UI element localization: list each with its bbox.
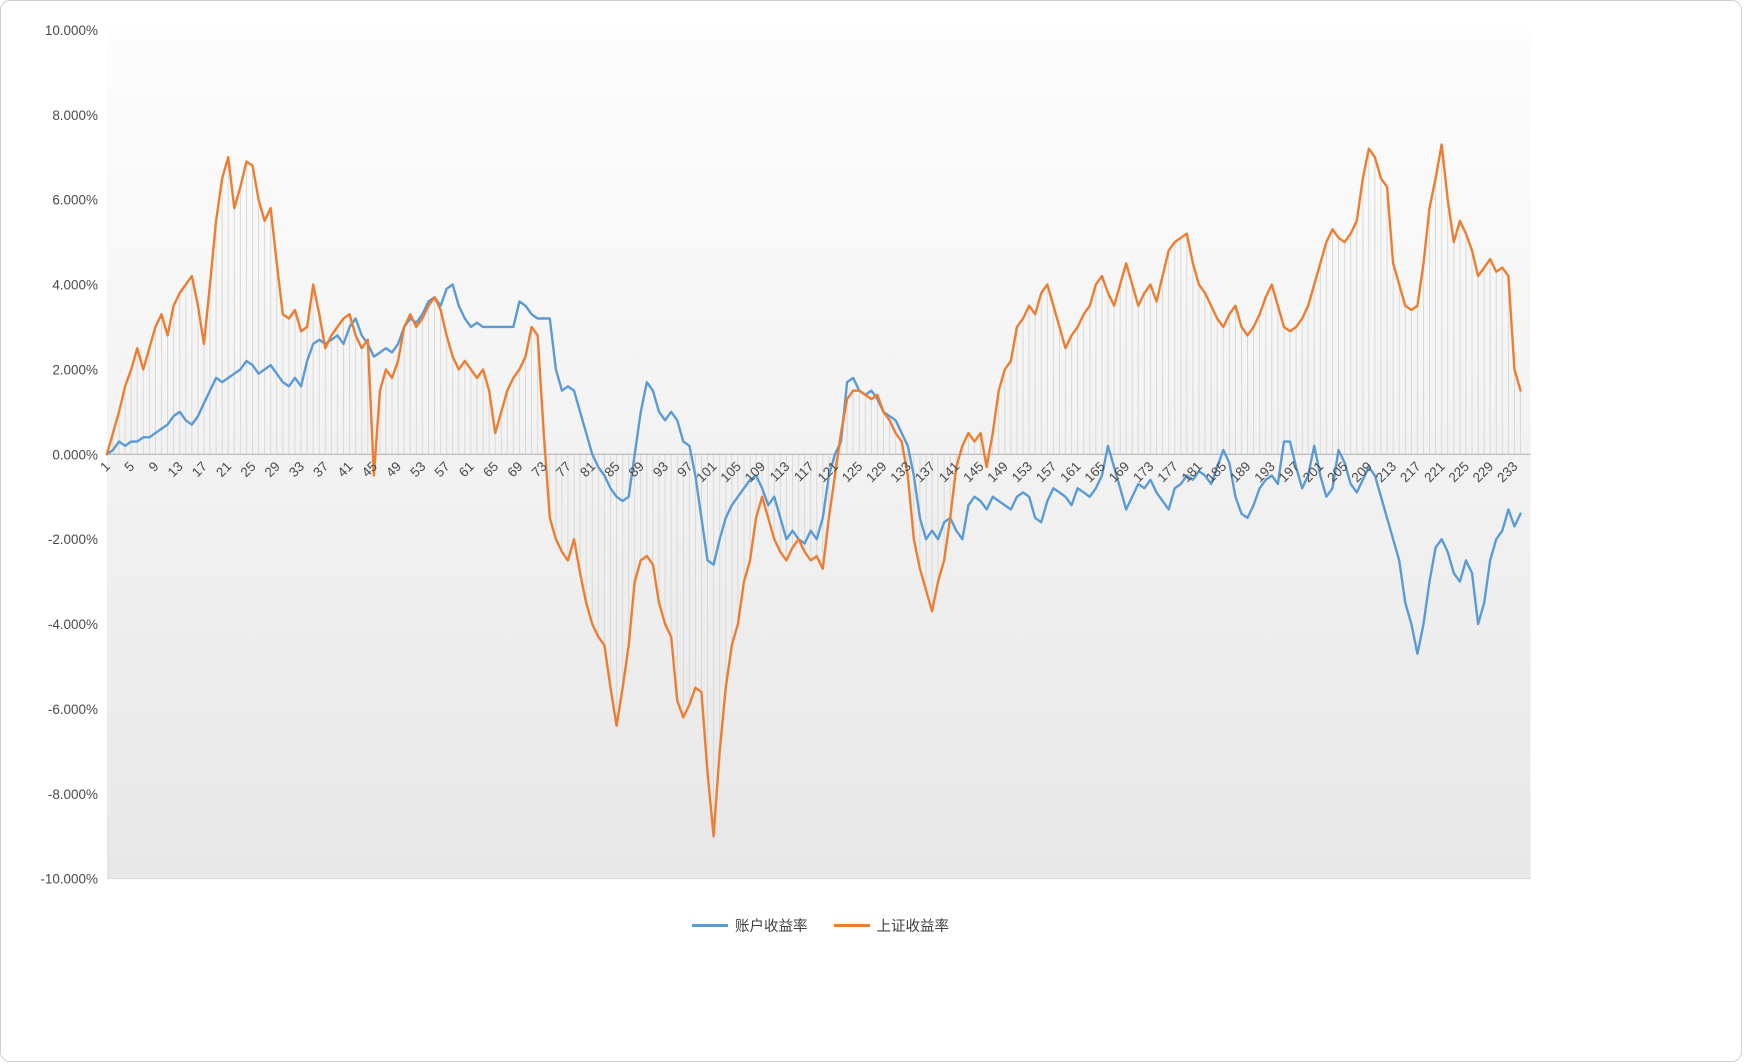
legend-line-sample-shanghai — [833, 924, 870, 927]
y-tick-label: -8.000% — [48, 787, 98, 802]
y-tick-label: 8.000% — [52, 108, 98, 123]
series-line-1[interactable] — [105, 143, 1522, 838]
y-tick-label: 4.000% — [52, 278, 98, 293]
y-tick-label: -6.000% — [48, 702, 98, 717]
y-tick-label: -10.000% — [40, 872, 98, 887]
y-axis-tick-labels: 10.000% 8.000% 6.000% 4.000% 2.000% 0.000% -2.… — [40, 23, 98, 887]
y-tick-label: 0.000% — [52, 447, 98, 462]
legend-label-account: 账户收益率 — [735, 919, 808, 935]
y-tick-label: 2.000% — [52, 362, 98, 377]
y-tick-label: 10.000% — [45, 23, 98, 38]
y-tick-label: -2.000% — [48, 532, 98, 547]
y-tick-label: 6.000% — [52, 193, 98, 208]
series-line-0[interactable] — [105, 283, 1522, 655]
legend-item-shanghai-return[interactable]: 上证收益率 — [833, 915, 950, 936]
chart-legend: 账户收益率 上证收益率 — [106, 915, 1535, 936]
legend-label-shanghai: 上证收益率 — [876, 919, 950, 935]
legend-line-sample-account — [692, 924, 728, 927]
y-tick-label: -4.000% — [48, 617, 98, 632]
legend-item-account-return[interactable]: 账户收益率 — [692, 915, 808, 936]
category-drop-lines — [112, 144, 1522, 837]
